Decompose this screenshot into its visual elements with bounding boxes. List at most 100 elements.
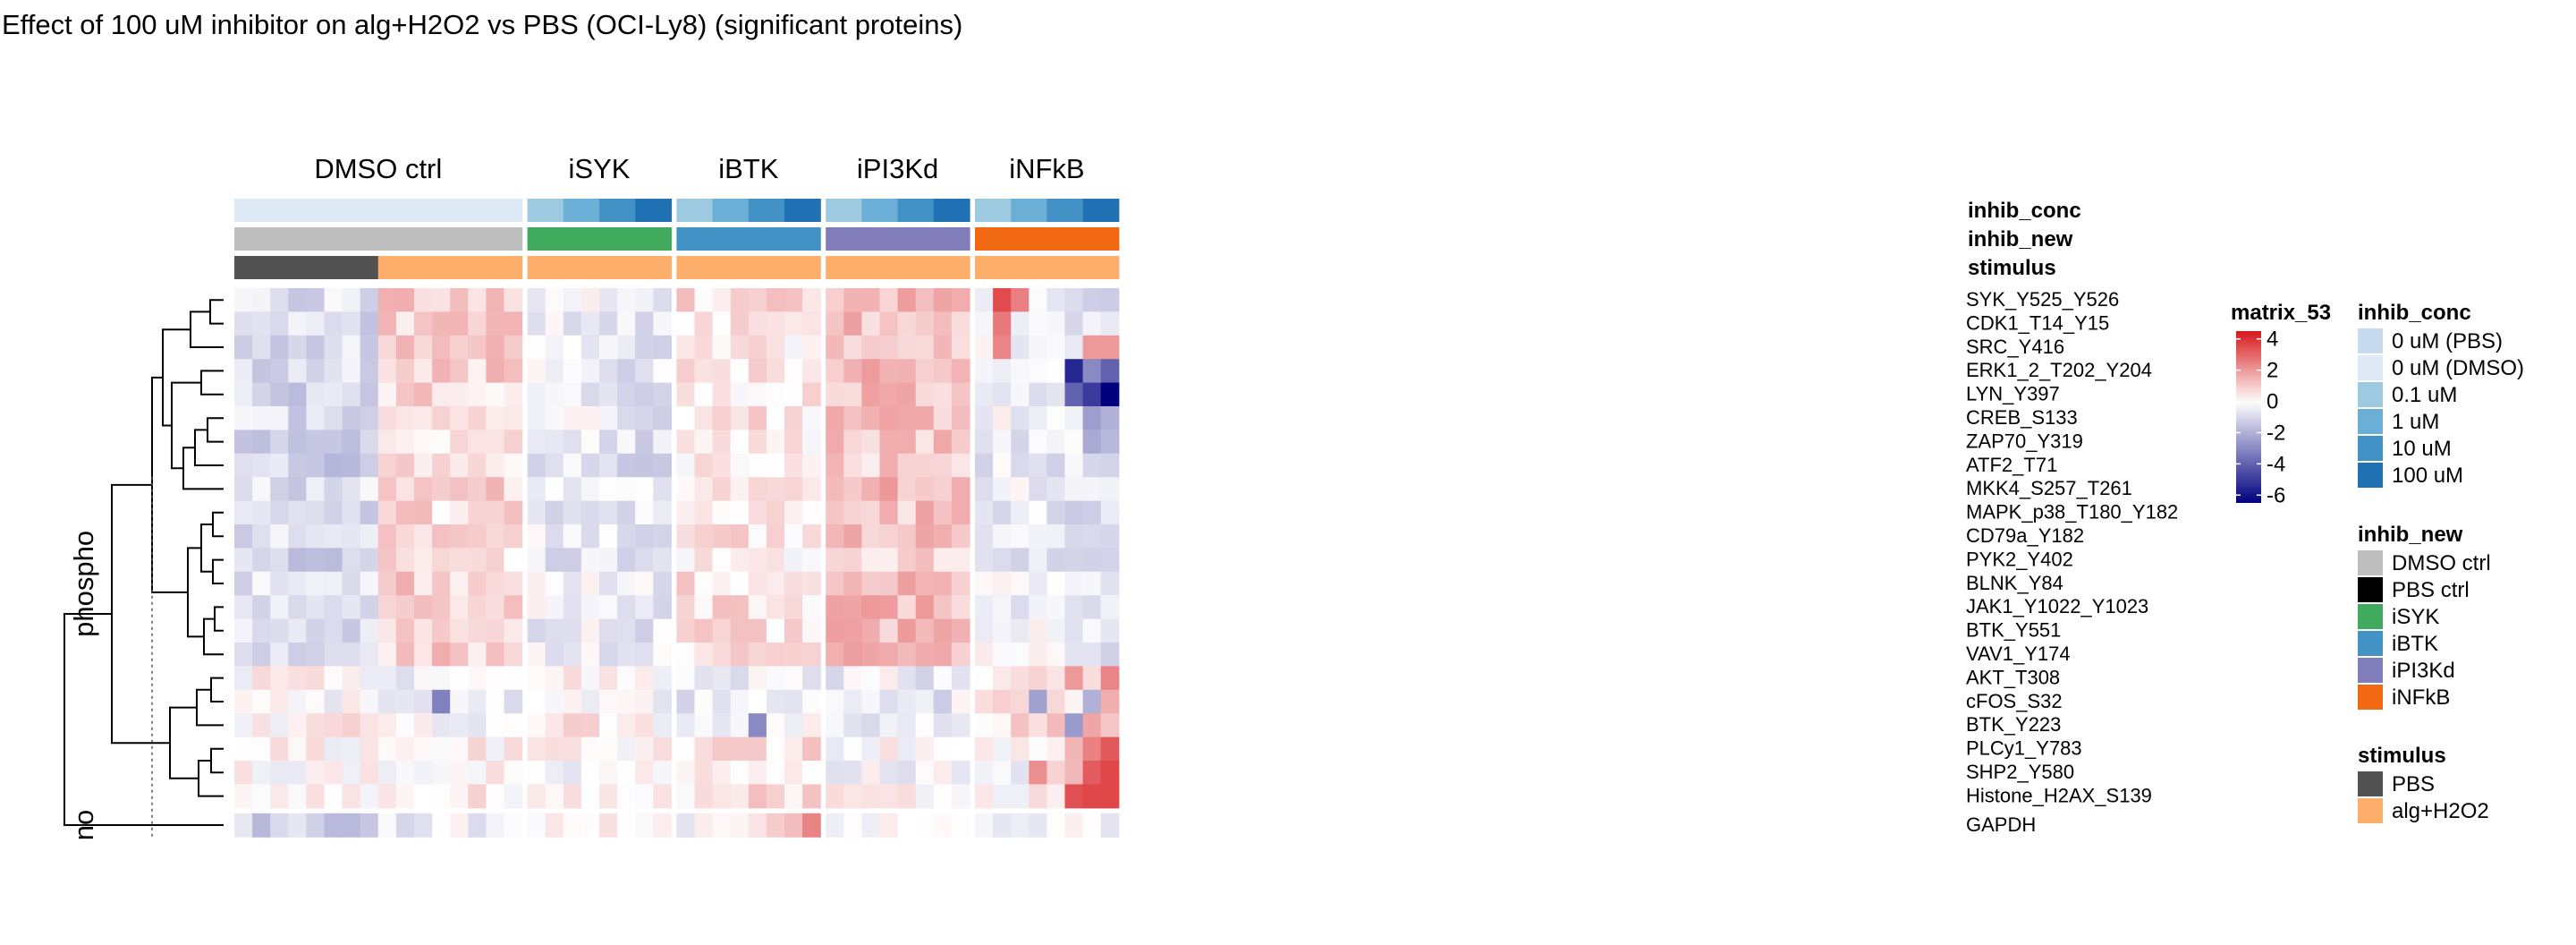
annotation-legend-label: 10 uM [2392,437,2452,461]
heatmap-cell [897,571,917,596]
heatmap-cell [897,453,917,478]
heatmap-cell [826,736,844,762]
heatmap-cell [360,618,379,643]
heatmap-cell [1100,430,1120,455]
heatmap-cell [234,689,253,714]
annotation-cell-stimulus [252,256,271,279]
heatmap-cell [993,666,1012,691]
heatmap-cell [468,311,487,336]
heatmap-cell [975,643,994,667]
annotation-cell-inhib_conc [306,199,326,222]
heatmap-cell [712,643,732,667]
heatmap-cell [414,618,433,643]
heatmap-cell [826,430,844,455]
heatmap-cell [617,736,636,762]
heatmap-cell [1100,548,1120,573]
heatmap-cell [694,618,714,643]
annotation-cell-stimulus [468,256,487,279]
heatmap-cell [861,813,881,838]
heatmap-cell [1046,548,1066,573]
annotation-cell-inhib_new [1011,227,1030,251]
heatmap-cell [450,618,469,643]
heatmap-cell [730,643,750,667]
heatmap-cell [432,813,451,838]
heatmap-cell [975,761,994,785]
heatmap-cell [826,689,844,714]
heatmap-cell [1029,689,1047,714]
heatmap-cell [712,430,732,455]
heatmap-cell [975,311,994,336]
heatmap-cell [915,548,935,573]
heatmap-cell [766,643,785,667]
heatmap-cell [730,288,750,312]
annotation-legend-label: iNFkB [2392,685,2450,710]
heatmap-cell [1011,382,1030,407]
heatmap-cell [879,666,899,691]
heatmap-cell [766,430,785,455]
annotation-cell-stimulus [1064,256,1084,279]
heatmap-cell [712,736,732,762]
heatmap-cell [653,736,672,762]
heatmap-cell [879,430,899,455]
heatmap-cell [288,784,307,809]
annotation-cell-inhib_new [635,227,654,251]
heatmap-cell [563,500,582,525]
annotation-cell-inhib_conc [504,199,523,222]
heatmap-cell [712,784,732,809]
heatmap-cell [252,761,271,785]
heatmap-cell [653,643,672,667]
heatmap-cell [1046,689,1066,714]
heatmap-cell [527,666,547,691]
heatmap-cell [599,713,618,738]
heatmap-cell [342,335,361,360]
dendrogram-branch [210,747,224,774]
annotation-cell-inhib_conc [432,199,451,222]
heatmap-cell [802,571,821,596]
annotation-legend-swatch [2358,382,2383,407]
heatmap-cell [784,595,803,620]
annotation-cell-inhib_conc [527,199,547,222]
heatmap-cell [861,571,881,596]
heatmap-cell [563,430,582,455]
heatmap-cell [694,335,714,360]
heatmap-cell [730,453,750,478]
heatmap-cell [234,524,253,549]
heatmap-cell [1064,666,1084,691]
heatmap-cell [951,335,970,360]
heatmap-cell [993,595,1012,620]
heatmap-cell [360,477,379,502]
row-label: SHP2_Y580 [1966,761,2074,783]
heatmap-cell [450,689,469,714]
heatmap-cell [306,335,326,360]
heatmap-cell [324,477,343,502]
heatmap-cell [1082,761,1102,785]
column-group-label: iBTK [718,153,779,184]
heatmap-cell [377,761,397,785]
heatmap-cell [951,311,970,336]
heatmap-cell [748,311,767,336]
heatmap-cell [975,813,994,838]
heatmap-cell [617,430,636,455]
annotation-legend-swatch [2358,631,2383,656]
heatmap-cell [748,430,767,455]
heatmap-cell [897,666,917,691]
heatmap-cell [617,359,636,384]
annotation-cell-inhib_conc [635,199,654,222]
heatmap-cell [545,382,564,407]
heatmap-cell [450,335,469,360]
heatmap-cell [288,430,307,455]
heatmap-cell [545,736,564,762]
heatmap-cell [915,453,935,478]
heatmap-cell [879,689,899,714]
heatmap-cell [951,288,970,312]
heatmap-cell [527,335,547,360]
heatmap-cell [414,500,433,525]
heatmap-cell [504,689,523,714]
heatmap-cell [766,524,785,549]
heatmap-cell [306,524,326,549]
heatmap-cell [504,666,523,691]
heatmap-cell [395,453,415,478]
heatmap-cell [653,761,672,785]
heatmap-cell [915,500,935,525]
dendrogram-branch [200,524,213,573]
